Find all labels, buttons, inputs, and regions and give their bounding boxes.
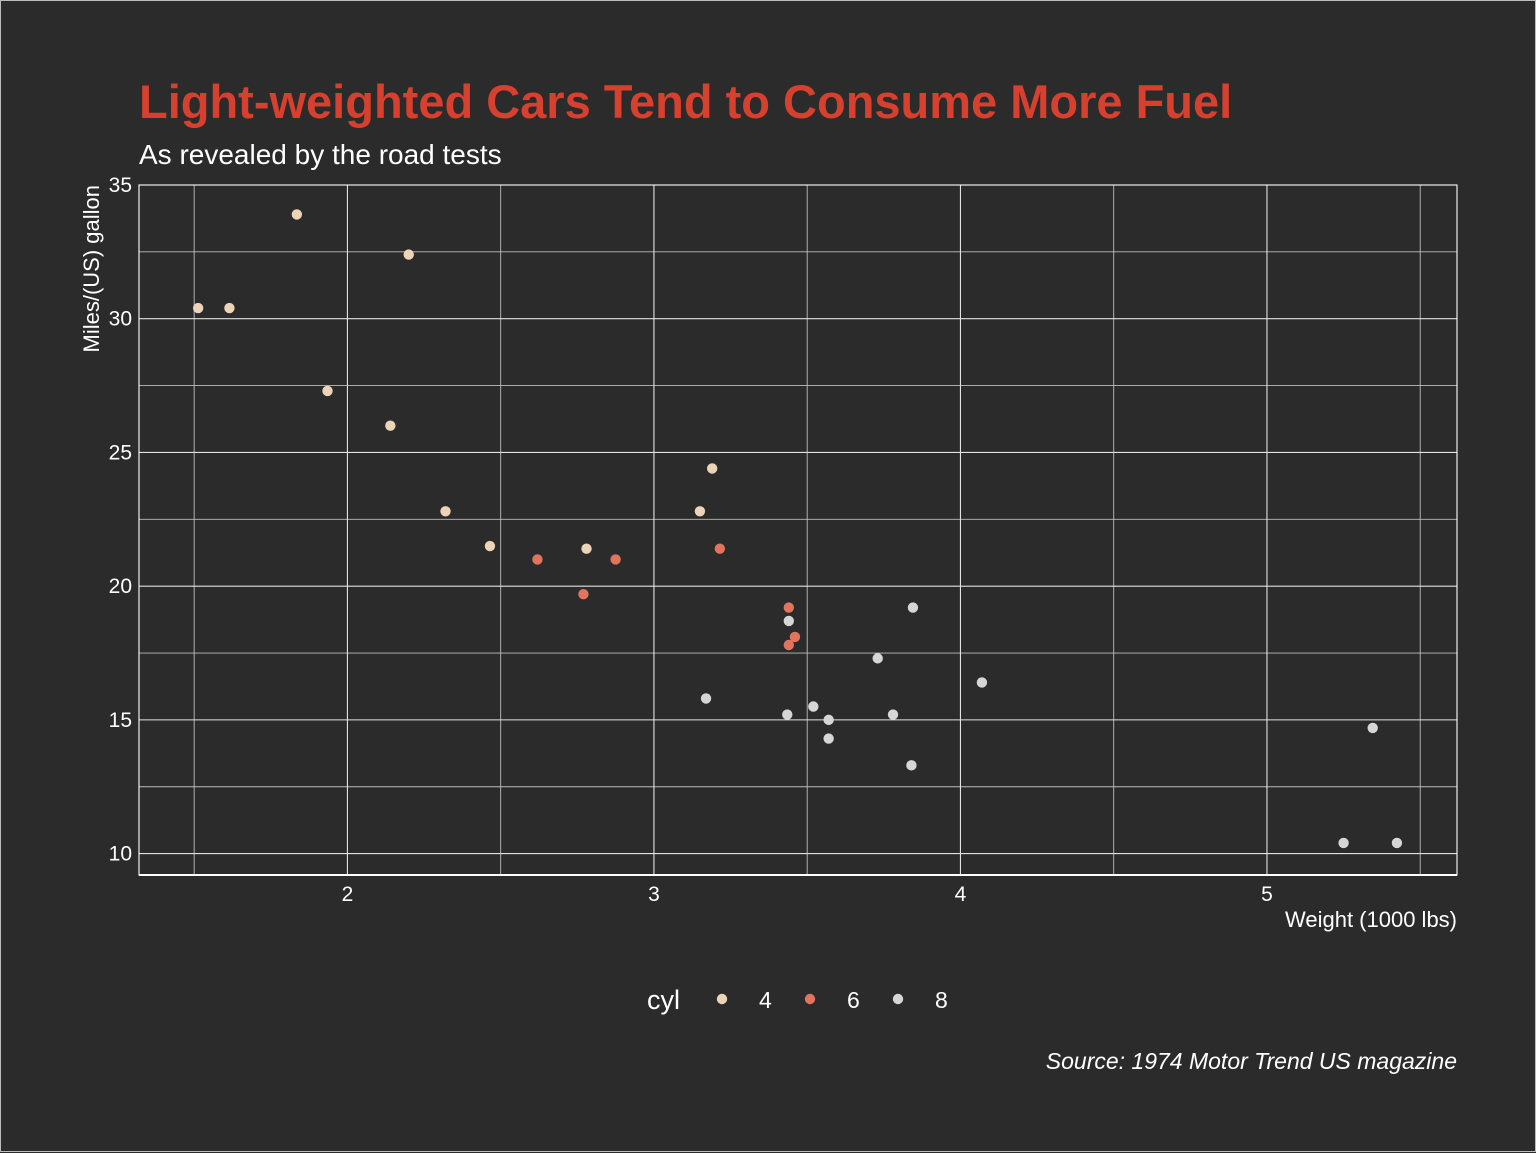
data-point-cyl-8 (1338, 837, 1349, 849)
chart-caption: Source: 1974 Motor Trend US magazine (1046, 1048, 1457, 1074)
data-point-cyl-6 (783, 602, 795, 613)
data-point-cyl-8 (906, 760, 917, 771)
data-point-cyl-4 (403, 249, 414, 260)
legend-label-4: 4 (759, 987, 772, 1013)
data-point-cyl-8 (976, 677, 988, 688)
data-point-cyl-4 (706, 463, 718, 474)
data-point-cyl-4 (385, 420, 396, 431)
data-point-cyl-4 (484, 540, 496, 552)
data-point-cyl-8 (782, 709, 793, 720)
legend-label-8: 8 (935, 987, 948, 1013)
data-point-cyl-8 (783, 615, 795, 627)
data-point-cyl-6 (714, 543, 726, 554)
data-point-cyl-4 (581, 543, 592, 554)
data-points (192, 209, 1403, 849)
chart-subtitle: As revealed by the road tests (139, 139, 502, 170)
y-tick-label: 30 (109, 308, 132, 331)
x-axis-tick-labels: 2 3 4 5 (342, 883, 1273, 906)
data-point-cyl-6 (783, 639, 795, 651)
legend: cyl 4 6 8 (647, 985, 948, 1015)
y-tick-label: 25 (109, 441, 132, 464)
data-point-cyl-4 (322, 385, 333, 397)
y-tick-label: 20 (109, 575, 132, 598)
data-point-cyl-4 (192, 302, 204, 314)
data-point-cyl-8 (823, 733, 834, 744)
y-tick-label: 15 (109, 709, 132, 732)
x-tick-label: 2 (342, 883, 354, 906)
legend-key-6 (804, 993, 816, 1005)
y-axis-tick-labels: 10 15 20 25 30 35 (109, 174, 132, 866)
plot-panel (138, 184, 1458, 876)
x-tick-label: 3 (648, 883, 660, 906)
y-tick-label: 10 (109, 843, 132, 866)
data-point-cyl-8 (808, 701, 819, 712)
data-point-cyl-8 (887, 709, 899, 720)
data-point-cyl-6 (532, 554, 543, 565)
x-axis-title: Weight (1000 lbs) (1285, 907, 1457, 932)
data-point-cyl-8 (907, 602, 919, 613)
data-point-cyl-4 (291, 209, 303, 220)
y-axis-title: Miles/(US) gallon (79, 185, 104, 353)
data-point-cyl-8 (1391, 837, 1403, 849)
data-point-cyl-6 (578, 588, 589, 600)
legend-label-6: 6 (847, 987, 860, 1013)
legend-key-4 (716, 993, 728, 1005)
y-tick-label: 35 (109, 174, 132, 197)
x-tick-label: 4 (955, 883, 967, 906)
data-point-cyl-8 (700, 693, 712, 704)
legend-title: cyl (647, 985, 680, 1015)
data-point-cyl-8 (823, 714, 834, 726)
data-point-cyl-4 (440, 506, 451, 517)
x-tick-label: 5 (1261, 883, 1273, 906)
chart-title: Light-weighted Cars Tend to Consume More… (139, 75, 1232, 128)
major-gridlines (139, 184, 1457, 875)
legend-key-8 (892, 993, 904, 1005)
data-point-cyl-4 (224, 302, 235, 314)
data-point-cyl-6 (789, 631, 801, 643)
data-point-cyl-6 (610, 554, 621, 565)
data-point-cyl-4 (694, 506, 706, 517)
data-point-cyl-8 (872, 653, 883, 664)
minor-gridlines (139, 185, 1457, 875)
data-point-cyl-8 (1367, 722, 1378, 734)
plot-background (139, 185, 1457, 875)
